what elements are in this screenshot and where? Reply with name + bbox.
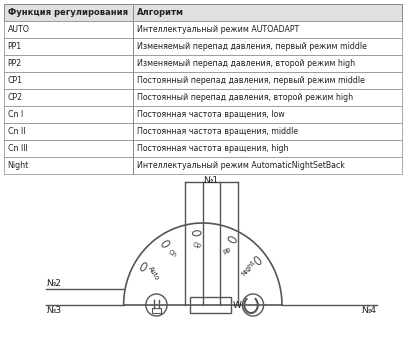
Bar — [4, 4, 402, 21]
Text: Night: Night — [241, 259, 256, 277]
Text: №3: №3 — [46, 306, 61, 315]
Text: pp: pp — [222, 246, 232, 255]
Bar — [4, 157, 402, 174]
Text: Постоянная частота вращения, high: Постоянная частота вращения, high — [137, 144, 289, 153]
Bar — [4, 106, 402, 123]
Text: Cp: Cp — [193, 242, 202, 249]
Text: Изменяемый перепад давления, второй режим high: Изменяемый перепад давления, второй режи… — [137, 59, 355, 68]
Text: №1: №1 — [204, 176, 219, 185]
Text: Постоянная частота вращения, low: Постоянная частота вращения, low — [137, 110, 285, 119]
Text: Cn II: Cn II — [8, 127, 25, 136]
Bar — [152, 308, 161, 313]
Text: №2: №2 — [46, 279, 61, 288]
Bar — [190, 297, 231, 313]
Bar — [4, 123, 402, 140]
Text: Интеллектуальный режим AutomaticNightSetBack: Интеллектуальный режим AutomaticNightSet… — [137, 161, 345, 170]
Text: Постоянный перепад давления, второй режим high: Постоянный перепад давления, второй режи… — [137, 93, 353, 102]
Text: Cn: Cn — [167, 249, 177, 259]
Text: Cn I: Cn I — [8, 110, 23, 119]
Text: Интеллектуальный режим AUTOADAPT: Интеллектуальный режим AUTOADAPT — [137, 25, 299, 34]
Text: Night: Night — [8, 161, 29, 170]
Bar — [4, 89, 402, 106]
Text: Постоянная частота вращения, middle: Постоянная частота вращения, middle — [137, 127, 298, 136]
Text: CP2: CP2 — [8, 93, 23, 102]
Text: W: W — [233, 301, 241, 309]
Text: Cn III: Cn III — [8, 144, 27, 153]
Bar — [4, 72, 402, 89]
Bar — [4, 55, 402, 72]
Text: AUTO: AUTO — [8, 25, 30, 34]
Text: Auto: Auto — [147, 265, 160, 281]
Text: CP1: CP1 — [8, 76, 23, 85]
Bar — [4, 21, 402, 38]
Bar — [4, 38, 402, 55]
Text: Постоянный перепад давления, первый режим middle: Постоянный перепад давления, первый режи… — [137, 76, 365, 85]
Text: №4: №4 — [362, 306, 377, 315]
Text: Функция регулирования: Функция регулирования — [8, 8, 128, 17]
Text: Алгоритм: Алгоритм — [137, 8, 184, 17]
Text: Изменяемый перепад давления, первый режим middle: Изменяемый перепад давления, первый режи… — [137, 42, 367, 51]
Text: PP2: PP2 — [8, 59, 22, 68]
Bar — [4, 140, 402, 157]
Text: PP1: PP1 — [8, 42, 22, 51]
